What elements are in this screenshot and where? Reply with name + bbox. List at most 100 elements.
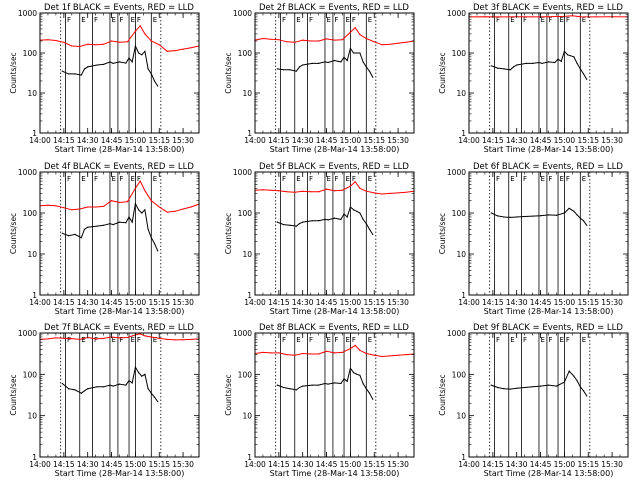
data-point [150,336,152,338]
interval-marker-label: E [540,175,544,183]
data-point [570,55,572,57]
x-axis-label: Start Time (28-Mar-14 13:58:00) [55,469,185,478]
x-tick-label: 15:30 [172,298,194,307]
interval-marker-label: F [334,336,338,344]
data-point [158,337,160,339]
data-point [126,336,129,339]
x-tick-label: 14:30 [77,136,99,145]
data-point [139,180,141,182]
data-point [270,189,272,191]
data-point [134,366,136,368]
data-point [144,335,146,337]
data-point [365,223,367,225]
data-point [368,70,371,72]
interval-marker-label: E [153,16,157,24]
interval-marker-label: E [296,336,300,344]
data-point [567,54,569,56]
data-point [582,390,585,392]
x-tick-label: 14:45 [101,136,123,145]
y-tick-label: 10 [456,89,466,98]
data-point [103,205,105,207]
data-point [131,61,133,63]
x-tick-label: 15:15 [363,136,385,145]
interval-marker-label: E [368,16,372,24]
data-point [262,351,264,353]
interval-marker-label: F [94,16,98,24]
data-point [373,41,375,43]
data-point [516,216,518,218]
data-point [354,181,356,183]
data-point [318,191,320,193]
data-point [573,375,575,377]
y-tick-label: 1 [461,291,466,300]
data-point [144,33,146,35]
x-tick-label: 14:45 [316,460,338,469]
data-point [96,386,98,388]
data-point [524,215,526,218]
interval-marker-label: F [496,16,500,24]
data-point [278,39,280,41]
x-tick-label: 15:00 [125,136,147,145]
data-point [327,383,329,385]
data-point [83,228,86,230]
x-tick-label: 15:30 [387,460,409,469]
x-tick-label: 14:00 [244,298,266,307]
x-tick-label: 14:15 [53,460,75,469]
interval-marker-label: E [296,175,300,183]
interval-marker-label: F [566,175,570,183]
data-point [80,74,82,76]
data-point [582,220,585,222]
plot-frame [39,332,200,458]
data-point [311,62,313,64]
data-point [372,76,374,78]
interval-marker-label: F [548,336,552,344]
data-point [87,43,89,45]
interval-marker-label: E [346,336,350,344]
data-point [576,214,578,216]
data-point [55,39,57,42]
x-tick-label: 15:00 [554,298,576,307]
data-point [579,16,581,18]
data-point [346,380,348,382]
x-tick-label: 15:15 [577,460,599,469]
data-point [512,66,515,68]
data-point [278,190,280,192]
data-point [118,201,121,204]
data-point [79,338,81,340]
data-point [353,372,355,374]
data-point [340,382,342,385]
chart-title: Det 8f BLACK = Events, RED = LLD [259,323,409,333]
y-tick-label: 10 [456,412,466,421]
y-tick-label: 1000 [233,329,252,338]
data-point [74,73,76,75]
data-point [190,47,192,49]
data-point [554,61,556,64]
data-point [302,385,304,387]
data-point [547,214,550,216]
data-point [278,352,280,354]
data-point [283,69,285,71]
x-tick-label: 14:00 [244,460,266,469]
interval-marker-label: E [582,175,586,183]
data-point [302,64,304,66]
data-point [61,70,63,72]
x-tick-label: 14:00 [458,298,480,307]
interval-marker-label: E [326,175,330,183]
data-point [547,16,550,18]
y-tick-label: 10 [242,250,252,259]
data-point [118,61,121,63]
data-point [47,204,49,206]
data-point [372,233,374,235]
data-point [373,354,375,356]
data-point [79,208,81,210]
interval-marker-label: E [153,336,157,344]
data-point [500,16,502,18]
data-point [95,44,97,46]
y-tick-label: 10 [27,412,37,421]
data-point [118,221,121,223]
data-point [362,218,364,220]
data-point [324,61,326,63]
y-tick-label: 10 [456,250,466,259]
